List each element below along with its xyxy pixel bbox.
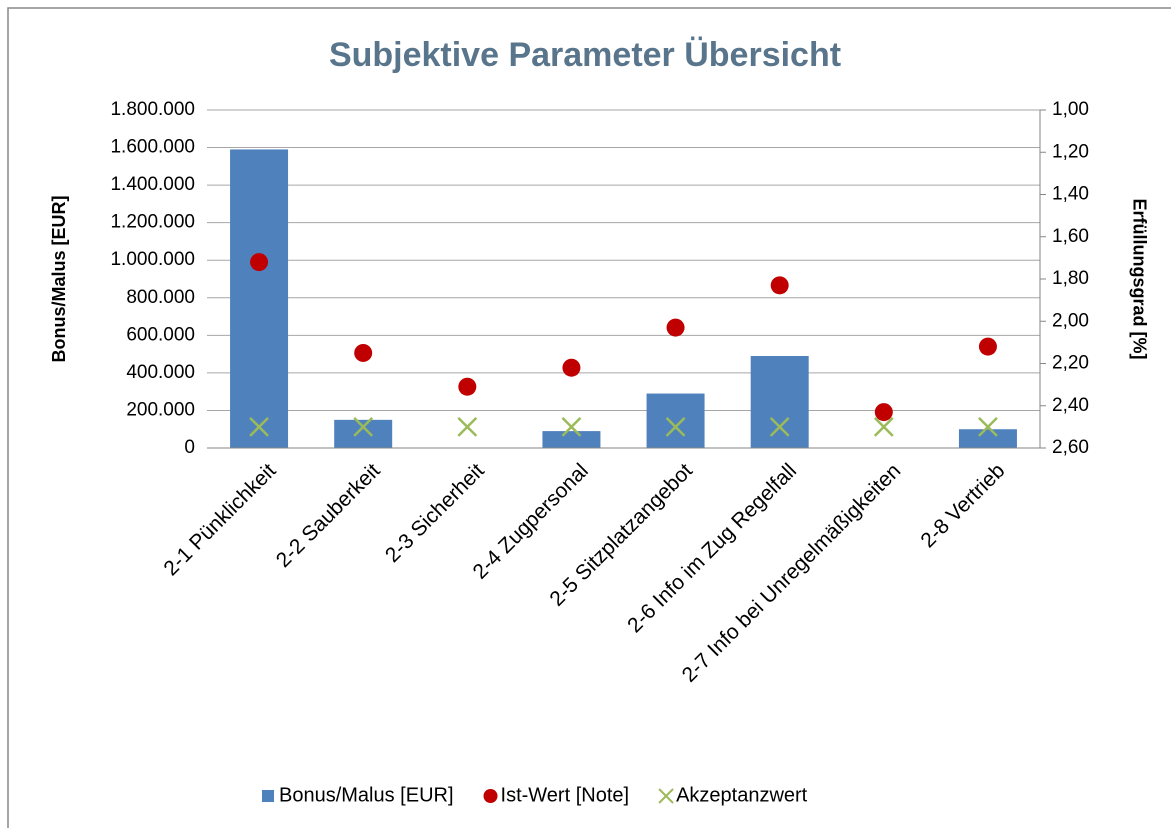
dot-marker xyxy=(874,403,893,422)
x-marker xyxy=(249,416,269,437)
legend-label: Ist-Wert [Note] xyxy=(501,784,630,806)
y-tick-label: 0 xyxy=(184,437,195,458)
y2-tick-label: 1,20 xyxy=(1052,141,1089,162)
bar xyxy=(750,355,809,448)
legend-swatch xyxy=(658,788,674,804)
bar xyxy=(334,419,393,448)
bar xyxy=(542,431,601,448)
legend-swatch xyxy=(262,790,274,802)
y2-tick-label: 1,40 xyxy=(1052,184,1089,205)
y-tick-label: 800.000 xyxy=(126,287,195,308)
y2-tick-label: 1,80 xyxy=(1052,268,1089,289)
chart-frame xyxy=(7,7,1171,828)
y-tick-label: 600.000 xyxy=(126,324,195,345)
bar xyxy=(646,393,705,448)
dot-marker xyxy=(250,253,269,272)
y-tick-label: 1.400.000 xyxy=(110,174,195,195)
legend-swatch xyxy=(483,789,498,803)
x-marker xyxy=(769,416,790,437)
bar xyxy=(958,429,1017,448)
y2-tick-label: 1,00 xyxy=(1052,99,1089,120)
y-tick-label: 1.600.000 xyxy=(110,137,195,158)
bar xyxy=(230,149,289,448)
dot-marker xyxy=(666,318,685,337)
y-tick-label: 1.000.000 xyxy=(110,249,195,270)
x-marker xyxy=(873,416,894,437)
x-marker xyxy=(457,416,478,437)
chart-title: Subjektive Parameter Übersicht xyxy=(329,36,841,74)
dot-marker xyxy=(770,276,789,295)
y-tick-label: 1.200.000 xyxy=(110,212,195,233)
x-marker xyxy=(978,416,998,437)
y2-tick-label: 2,60 xyxy=(1052,437,1089,458)
dot-marker xyxy=(562,358,581,377)
y2-tick-label: 2,00 xyxy=(1052,310,1089,331)
x-marker xyxy=(353,416,374,437)
y-axis-title: Bonus/Malus [EUR] xyxy=(49,195,69,362)
y-tick-label: 400.000 xyxy=(126,362,195,383)
y2-tick-label: 1,60 xyxy=(1052,226,1089,247)
y2-tick-label: 2,40 xyxy=(1052,395,1089,416)
dot-marker xyxy=(354,343,373,362)
y-tick-label: 200.000 xyxy=(126,399,195,420)
y-tick-label: 1.800.000 xyxy=(110,99,195,120)
y2-axis-title: Erfüllungsgrad [%] xyxy=(1129,199,1149,360)
x-marker xyxy=(561,416,582,437)
x-marker xyxy=(665,416,686,437)
y2-tick-label: 2,20 xyxy=(1052,353,1089,374)
dot-marker xyxy=(978,337,997,356)
dot-marker xyxy=(458,377,477,396)
legend-label: Akzeptanzwert xyxy=(676,784,808,806)
legend-label: Bonus/Malus [EUR] xyxy=(279,784,454,806)
